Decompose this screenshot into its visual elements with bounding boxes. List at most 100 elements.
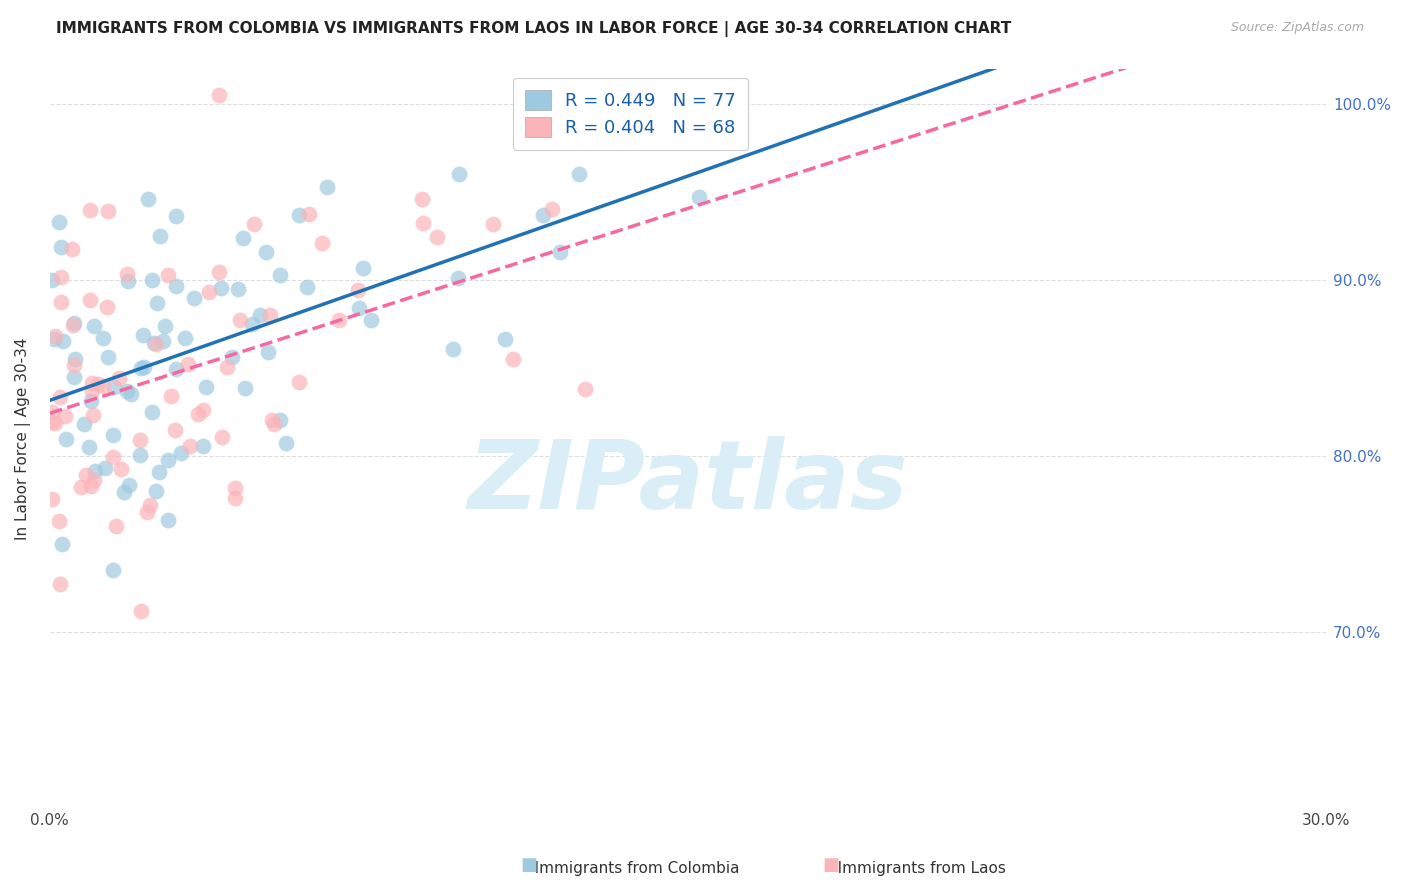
Point [148, 465, 170, 479]
Point [262, 412, 284, 426]
Point [156, 453, 179, 467]
Point [211, 430, 233, 444]
Text: Source: ZipAtlas.com: Source: ZipAtlas.com [1230, 21, 1364, 34]
Point [191, 403, 214, 417]
Point [145, 337, 167, 351]
Point [411, 192, 433, 206]
Point [80, 479, 103, 493]
Point [51, 240, 73, 254]
Point [83, 473, 105, 487]
Point [44, 417, 66, 431]
Point [72, 417, 94, 431]
Point [136, 505, 159, 519]
Point [160, 389, 183, 403]
Point [97, 350, 120, 364]
Point [447, 167, 470, 181]
Point [165, 362, 187, 376]
Y-axis label: In Labor Force | Age 30-34: In Labor Force | Age 30-34 [15, 337, 31, 540]
Point [288, 208, 311, 222]
Point [274, 435, 297, 450]
Point [482, 217, 505, 231]
Point [117, 384, 139, 398]
Point [128, 434, 150, 448]
Point [170, 446, 193, 460]
Point [688, 190, 710, 204]
Point [63, 352, 86, 367]
Point [426, 229, 449, 244]
Legend: R = 0.449   N = 77, R = 0.404   N = 68: R = 0.449 N = 77, R = 0.404 N = 68 [513, 78, 748, 150]
Point [96, 301, 118, 315]
Point [75, 468, 97, 483]
Point [44, 329, 66, 343]
Point [257, 345, 280, 359]
Point [41, 405, 63, 419]
Point [93, 460, 115, 475]
Point [533, 208, 555, 222]
Point [191, 439, 214, 453]
Point [132, 327, 155, 342]
Point [104, 519, 127, 533]
Point [55, 433, 77, 447]
Point [79, 394, 101, 409]
Point [609, 87, 631, 102]
Point [494, 332, 516, 346]
Point [103, 450, 125, 465]
Point [118, 477, 141, 491]
Point [51, 537, 73, 551]
Point [108, 370, 131, 384]
Point [79, 293, 101, 308]
Point [146, 296, 169, 310]
Point [226, 282, 249, 296]
Point [110, 462, 132, 476]
Point [441, 342, 464, 356]
Point [163, 423, 186, 437]
Point [101, 427, 124, 442]
Point [269, 413, 291, 427]
Point [242, 317, 264, 331]
Point [232, 231, 254, 245]
Point [91, 331, 114, 345]
Point [229, 313, 252, 327]
Text: ■: ■ [520, 856, 537, 874]
Point [136, 193, 159, 207]
Point [141, 405, 163, 419]
Point [179, 439, 201, 453]
Point [112, 485, 135, 500]
Text: Immigrants from Laos: Immigrants from Laos [823, 861, 1005, 876]
Point [288, 376, 311, 390]
Point [198, 285, 221, 300]
Point [41, 415, 63, 429]
Point [548, 244, 571, 259]
Point [254, 245, 277, 260]
Point [48, 214, 70, 228]
Point [541, 202, 564, 216]
Point [91, 379, 114, 393]
Point [145, 483, 167, 498]
Text: Immigrants from Colombia: Immigrants from Colombia [520, 861, 740, 876]
Point [574, 382, 596, 396]
Point [328, 313, 350, 327]
Point [183, 292, 205, 306]
Point [352, 261, 374, 276]
Point [80, 384, 103, 398]
Point [63, 317, 86, 331]
Point [51, 294, 73, 309]
Point [120, 387, 142, 401]
Point [298, 207, 321, 221]
Point [187, 407, 209, 421]
Point [153, 318, 176, 333]
Point [243, 217, 266, 231]
Point [157, 513, 180, 527]
Point [297, 280, 319, 294]
Point [311, 236, 333, 251]
Point [63, 358, 86, 372]
Point [70, 479, 93, 493]
Point [101, 562, 124, 576]
Point [62, 369, 84, 384]
Point [79, 202, 101, 217]
Point [208, 265, 231, 279]
Point [42, 332, 65, 346]
Point [115, 268, 138, 282]
Point [165, 279, 187, 293]
Point [49, 269, 72, 284]
